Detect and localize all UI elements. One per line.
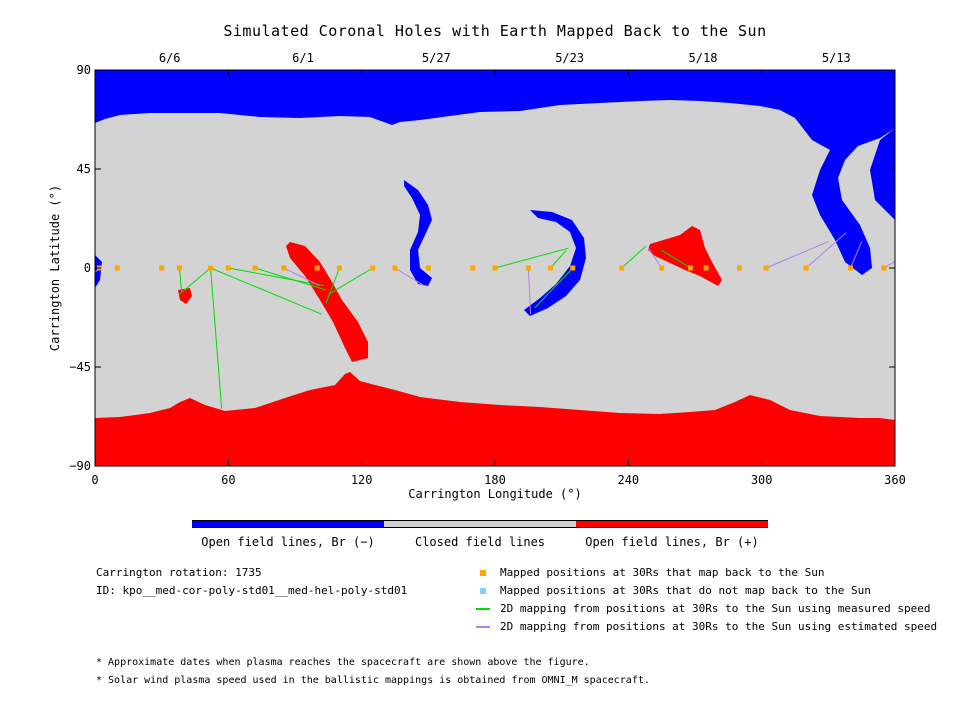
date-tick-label: 5/23 xyxy=(555,51,584,65)
mapped-position-point xyxy=(281,265,287,271)
estimated-mapping-line xyxy=(805,232,847,269)
north-polar-hole xyxy=(95,70,895,275)
colorbar-label: Closed field lines xyxy=(414,535,546,549)
date-tick-label: 6/1 xyxy=(292,51,314,65)
legend-square-symbol xyxy=(480,588,486,594)
estimated-mapping-line xyxy=(394,267,425,287)
date-tick-label: 5/13 xyxy=(822,51,851,65)
colorbar-label: Open field lines, Br (−) xyxy=(201,535,375,549)
measured-mapping-line xyxy=(210,267,322,315)
mapped-position-point xyxy=(548,265,554,271)
mapped-position-point xyxy=(314,265,320,271)
x-tick-label: 300 xyxy=(751,473,773,487)
measured-mapping-line xyxy=(661,249,691,269)
mapped-position-point xyxy=(336,265,342,271)
note-dates: * Approximate dates when plasma reaches … xyxy=(96,657,590,668)
estimated-mapping-line xyxy=(283,267,320,287)
east-limb-hole xyxy=(870,128,895,220)
carrington-rotation: Carrington rotation: 1735 xyxy=(96,566,262,579)
mapped-position-point xyxy=(176,265,182,271)
positive-hole-lobe-b xyxy=(648,226,722,286)
measured-mapping-line xyxy=(550,250,567,269)
y-tick-label: −45 xyxy=(69,360,91,374)
measured-mapping-line xyxy=(325,267,340,304)
date-tick-label: 5/27 xyxy=(422,51,451,65)
mapped-position-point xyxy=(570,265,576,271)
measured-mapping-line xyxy=(534,267,574,308)
mapped-position-point xyxy=(425,265,431,271)
x-tick-label: 360 xyxy=(884,473,906,487)
y-tick-label: 90 xyxy=(77,63,91,77)
legend-label: Mapped positions at 30Rs that map back t… xyxy=(500,566,825,579)
legend-square-symbol xyxy=(480,570,486,576)
estimated-mapping-line xyxy=(527,267,532,315)
negative-hole-crescent xyxy=(524,210,586,316)
x-axis-label: Carrington Longitude (°) xyxy=(408,487,582,501)
mapped-position-point xyxy=(881,265,887,271)
legend-label: Mapped positions at 30Rs that do not map… xyxy=(500,584,871,597)
note-speed: * Solar wind plasma speed used in the ba… xyxy=(96,675,650,686)
estimated-mapping-line xyxy=(647,247,663,269)
legend-line-symbol xyxy=(476,626,490,628)
mapped-position-point xyxy=(763,265,769,271)
mapped-position-point xyxy=(492,265,498,271)
mapped-position-point xyxy=(659,265,665,271)
model-id: ID: kpo__med-cor-poly-std01__med-hel-pol… xyxy=(96,584,408,597)
measured-mapping-line xyxy=(494,247,569,269)
measured-mapping-line xyxy=(228,267,324,287)
mapped-position-point xyxy=(525,265,531,271)
mapped-position-point xyxy=(370,265,376,271)
mapped-position-point xyxy=(619,265,625,271)
colorbar-segment xyxy=(576,520,768,528)
date-tick-label: 6/6 xyxy=(159,51,181,65)
chart-title: Simulated Coronal Holes with Earth Mappe… xyxy=(223,22,767,40)
mapped-position-point xyxy=(703,265,709,271)
mapped-position-point xyxy=(688,265,694,271)
x-tick-label: 240 xyxy=(617,473,639,487)
colorbar-label: Open field lines, Br (+) xyxy=(585,535,759,549)
mapped-position-point xyxy=(159,265,165,271)
measured-mapping-line xyxy=(179,267,211,295)
measured-mapping-line xyxy=(178,267,183,293)
measured-mapping-line xyxy=(328,267,374,295)
estimated-mapping-line xyxy=(850,241,863,269)
y-tick-label: 45 xyxy=(77,162,91,176)
y-tick-label: −90 xyxy=(69,459,91,473)
mapped-position-point xyxy=(114,265,120,271)
mapped-position-point xyxy=(803,265,809,271)
mapped-position-point xyxy=(252,265,258,271)
x-tick-label: 180 xyxy=(484,473,506,487)
y-axis-label: Carrington Latitude (°) xyxy=(48,184,62,352)
colorbar-segment xyxy=(192,520,384,528)
measured-mapping-line xyxy=(621,245,647,269)
south-polar-hole xyxy=(95,372,895,466)
measured-mapping-line xyxy=(210,267,223,409)
legend-label: 2D mapping from positions at 30Rs to the… xyxy=(500,602,931,615)
legend-line-symbol xyxy=(476,608,490,610)
negative-hole-west-limb xyxy=(95,255,102,288)
mapped-position-point xyxy=(392,265,398,271)
negative-hole-hook xyxy=(404,180,432,286)
measured-mapping-line xyxy=(254,267,327,291)
y-tick-label: 0 xyxy=(84,261,91,275)
x-tick-label: 60 xyxy=(221,473,235,487)
mapped-position-point xyxy=(848,265,854,271)
x-tick-label: 120 xyxy=(351,473,373,487)
mapped-position-point xyxy=(736,265,742,271)
x-tick-label: 0 xyxy=(91,473,98,487)
mapped-position-point xyxy=(225,265,231,271)
date-tick-label: 5/18 xyxy=(689,51,718,65)
colorbar-segment xyxy=(384,520,576,528)
legend-label: 2D mapping from positions at 30Rs to the… xyxy=(500,620,938,633)
mapped-position-point xyxy=(208,265,214,271)
estimated-mapping-line xyxy=(765,241,829,269)
mapped-position-point xyxy=(470,265,476,271)
